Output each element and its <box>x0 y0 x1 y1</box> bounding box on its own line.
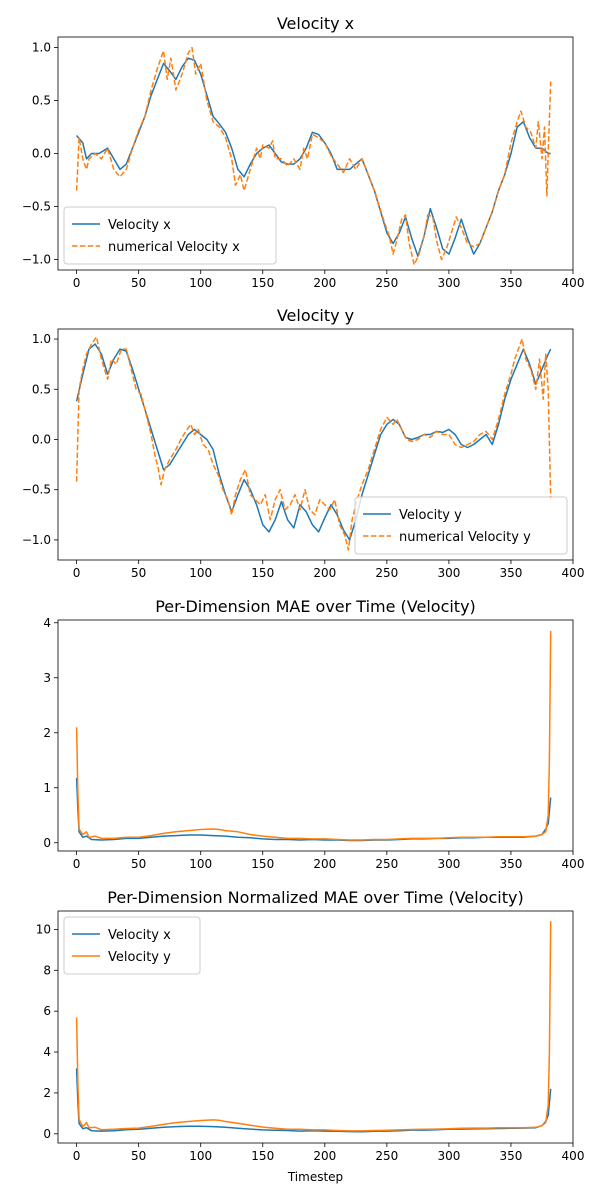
legend-box <box>63 916 201 975</box>
x-tick-label: 400 <box>562 857 585 871</box>
legend-label: numerical Velocity x <box>108 240 240 255</box>
legend-label: Velocity y <box>108 950 171 965</box>
x-tick-label: 250 <box>375 276 398 290</box>
chart-panel-4: Per-Dimension Normalized MAE over Time (… <box>36 888 585 1184</box>
legend-label: Velocity y <box>399 508 462 523</box>
x-tick-label: 100 <box>189 276 212 290</box>
legend: Velocity x Velocity y <box>63 916 201 975</box>
series-group <box>75 336 552 551</box>
series-line-numerical-velocity-y <box>75 336 552 551</box>
x-tick-label: 350 <box>499 1149 522 1163</box>
x-tick-label: 350 <box>499 276 522 290</box>
x-tick-label: 400 <box>562 276 585 290</box>
y-tick-label: 2 <box>43 1086 51 1100</box>
x-tick-label: 50 <box>131 1149 146 1163</box>
chart-panel-3: Per-Dimension MAE over Time (Velocity) 0 5… <box>43 597 584 871</box>
legend: Velocity y numerical Velocity y <box>354 496 568 555</box>
y-tick-label: −1.0 <box>22 533 51 547</box>
y-tick-label: 4 <box>43 1045 51 1059</box>
plot-frame <box>57 619 574 852</box>
x-tick-label: 400 <box>562 566 585 580</box>
y-tick-label: 1 <box>43 781 51 795</box>
plot-frame <box>57 910 574 1144</box>
y-tick-label: 0 <box>43 836 51 850</box>
x-tick-label: 200 <box>313 276 336 290</box>
y-tick-label: 0.0 <box>32 432 51 446</box>
y-tick-label: 0.5 <box>32 382 51 396</box>
legend-box <box>354 496 568 555</box>
y-tick-label: 6 <box>43 1004 51 1018</box>
x-tick-label: 0 <box>73 276 81 290</box>
plot-frame <box>57 328 574 561</box>
x-tick-label: 300 <box>437 1149 460 1163</box>
x-tick-label: 250 <box>375 857 398 871</box>
x-tick-label: 200 <box>313 857 336 871</box>
y-tick-label: 2 <box>43 726 51 740</box>
x-tick-label: 100 <box>189 566 212 580</box>
x-tick-label: 0 <box>73 857 81 871</box>
chart-title: Per-Dimension MAE over Time (Velocity) <box>155 597 476 616</box>
legend-label: Velocity x <box>108 218 171 233</box>
series-line-numerical-velocity-x <box>75 46 552 266</box>
legend: Velocity x numerical Velocity x <box>63 206 277 265</box>
x-tick-label: 300 <box>437 276 460 290</box>
chart-title: Velocity y <box>277 306 354 325</box>
x-tick-label: 350 <box>499 566 522 580</box>
series-line-velocity-x <box>75 777 552 842</box>
series-line-velocity-y <box>75 343 552 541</box>
x-tick-label: 250 <box>375 1149 398 1163</box>
x-tick-label: 350 <box>499 857 522 871</box>
x-tick-label: 200 <box>313 566 336 580</box>
x-tick-label: 150 <box>251 857 274 871</box>
y-tick-label: 0 <box>43 1127 51 1141</box>
series-group <box>75 921 552 1133</box>
series-line-velocity-y <box>75 630 552 841</box>
series-line-velocity-x <box>76 57 551 257</box>
y-tick-label: 1.0 <box>32 332 51 346</box>
x-tick-label: 0 <box>73 1149 81 1163</box>
series-line-velocity-y <box>75 921 552 1132</box>
y-tick-label: −1.0 <box>22 252 51 266</box>
y-tick-label: 0.0 <box>32 147 51 161</box>
x-tick-label: 0 <box>73 566 81 580</box>
y-tick-label: 8 <box>43 963 51 977</box>
x-tick-label: 150 <box>251 566 274 580</box>
x-tick-label: 50 <box>131 857 146 871</box>
series-line-velocity-x <box>75 1068 552 1133</box>
x-tick-label: 300 <box>437 566 460 580</box>
x-tick-label: 150 <box>251 276 274 290</box>
chart-title: Per-Dimension Normalized MAE over Time (… <box>107 888 523 907</box>
y-tick-label: 0.5 <box>32 94 51 108</box>
y-tick-label: 1.0 <box>32 41 51 55</box>
x-tick-label: 300 <box>437 857 460 871</box>
series-group <box>75 46 552 266</box>
x-tick-label: 250 <box>375 566 398 580</box>
legend-label: Velocity x <box>108 928 171 943</box>
x-tick-label: 200 <box>313 1149 336 1163</box>
y-tick-label: 3 <box>43 671 51 685</box>
x-tick-label: 400 <box>562 1149 585 1163</box>
series-group <box>75 630 552 842</box>
y-tick-label: −0.5 <box>22 199 51 213</box>
legend-box <box>63 206 277 265</box>
x-tick-label: 50 <box>131 566 146 580</box>
x-tick-label: 100 <box>189 857 212 871</box>
y-tick-label: −0.5 <box>22 483 51 497</box>
y-tick-label: 10 <box>36 922 51 936</box>
chart-title: Velocity x <box>277 14 354 33</box>
y-tick-label: 4 <box>43 616 51 630</box>
legend-label: numerical Velocity y <box>399 530 531 545</box>
x-axis-label: Timestep <box>287 1170 343 1184</box>
x-tick-label: 150 <box>251 1149 274 1163</box>
x-tick-label: 50 <box>131 276 146 290</box>
chart-panel-2: Velocity y 0 50 100 150 200 250 300 350 400 −1.0 −0… <box>22 306 585 580</box>
x-tick-label: 100 <box>189 1149 212 1163</box>
chart-panel-1: Velocity x 0 50 100 150 200 250 300 350 400 −1.0 −0… <box>22 14 585 290</box>
